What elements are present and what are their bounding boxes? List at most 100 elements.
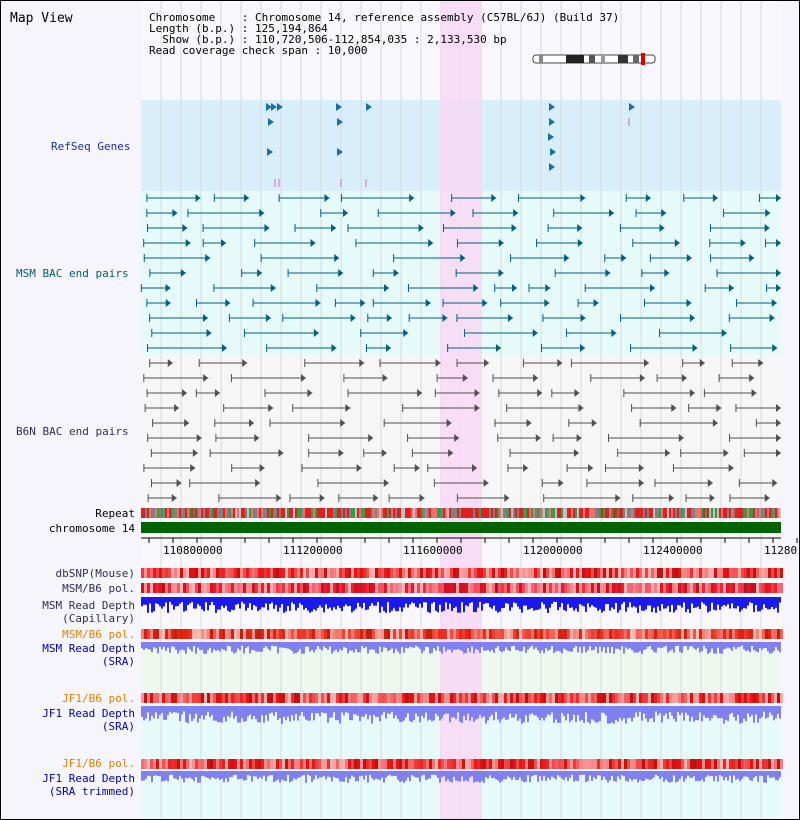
heat-cell [423,583,426,593]
heat-cell [570,629,573,639]
b6n-bac-pair [716,404,722,412]
depth-bar [353,642,355,653]
repeat-segment [545,508,547,518]
depth-bar [391,597,393,611]
heat-cell [195,759,198,769]
depth-bar [689,771,691,778]
depth-bar [375,706,377,718]
heat-cell [666,759,669,769]
msm-bac-pair [331,344,337,352]
b6n-bac-pair [446,419,452,427]
heat-cell [366,583,369,593]
depth-bar [377,706,379,717]
heat-cell [540,759,543,769]
depth-bar [567,771,569,782]
depth-bar [547,642,549,651]
depth-bar [367,642,369,654]
msm-bac-pair [180,269,186,277]
depth-bar [617,771,619,777]
track-label-msm-b6-pol[interactable]: MSM/B6 pol. [62,582,135,595]
heat-cell [627,629,630,639]
heat-cell [729,629,732,639]
repeat-segment [337,508,339,518]
heat-cell [603,568,606,578]
depth-bar [417,771,419,778]
track-label-msm-b6-pol-sra[interactable]: MSM/B6 pol. [62,628,135,641]
depth-bar [227,642,229,646]
track-label-dbsnp[interactable]: dbSNP(Mouse) [55,567,135,580]
depth-bar [637,706,639,717]
msm-bac-pair [771,299,777,307]
track-label-msm-depth-sra[interactable]: MSM Read Depth [42,642,135,655]
depth-bar [693,771,695,777]
depth-bar [397,597,399,612]
depth-bar [451,706,453,718]
repeat-segment [663,508,665,518]
depth-bar [559,706,561,724]
depth-bar [675,642,677,647]
depth-bar [649,597,651,606]
heat-cell [504,629,507,639]
depth-bar [439,642,441,652]
heat-cell [615,629,618,639]
repeat-segment [735,508,737,518]
heat-cell [780,629,783,639]
depth-bar [593,706,595,721]
depth-bar [327,597,329,609]
heat-cell [750,759,753,769]
heat-cell [699,629,702,639]
depth-bar [303,642,305,654]
heat-cell [777,759,780,769]
depth-bar [219,771,221,780]
depth-bar [149,642,151,650]
depth-bar [263,597,265,608]
heat-cell [222,693,225,703]
heat-cell [714,759,717,769]
depth-bar [509,706,511,714]
depth-bar [185,706,187,723]
msm-bac-pair [185,239,191,247]
track-label-repeat[interactable]: Repeat [95,507,135,520]
track-label-jf1-depth-trimmed[interactable]: JF1 Read Depth [42,772,135,785]
depth-bar [369,597,371,607]
depth-bar [171,771,173,775]
depth-bar [695,706,697,720]
depth-bar [327,771,329,777]
heat-cell [498,583,501,593]
heat-cell [336,568,339,578]
repeat-segment [183,508,185,518]
depth-bar [511,771,513,781]
depth-bar [663,597,665,609]
track-label-refseq[interactable]: RefSeq Genes [51,140,131,153]
depth-bar [713,771,715,782]
heat-cell [423,759,426,769]
heat-cell [300,629,303,639]
heat-cell [279,693,282,703]
heat-cell [438,759,441,769]
track-label-b6n-bac[interactable]: B6N BAC end pairs [16,425,129,438]
depth-bar [155,771,157,776]
heat-cell [648,629,651,639]
heat-cell [156,629,159,639]
depth-bar [253,597,255,606]
heat-cell [414,693,417,703]
heat-cell [231,583,234,593]
heat-cell [381,583,384,593]
heat-cell [162,693,165,703]
repeat-segment [225,508,227,518]
track-label-jf1-pol-trimmed[interactable]: JF1/B6 pol. [62,757,135,770]
heat-cell [324,759,327,769]
depth-bar [253,706,255,717]
track-label-jf1-pol[interactable]: JF1/B6 pol. [62,692,135,705]
repeat-segment [759,508,761,518]
depth-bar [277,706,279,720]
track-label-msm-depth-capillary[interactable]: MSM Read Depth [42,599,135,612]
track-label-jf1-depth[interactable]: JF1 Read Depth [42,707,135,720]
depth-bar [315,771,317,776]
track-label-msm-bac[interactable]: MSM BAC end pairs [16,267,129,280]
heat-cell [252,759,255,769]
depth-bar [679,771,681,779]
track-label-chromosome[interactable]: chromosome 14 [48,522,135,535]
